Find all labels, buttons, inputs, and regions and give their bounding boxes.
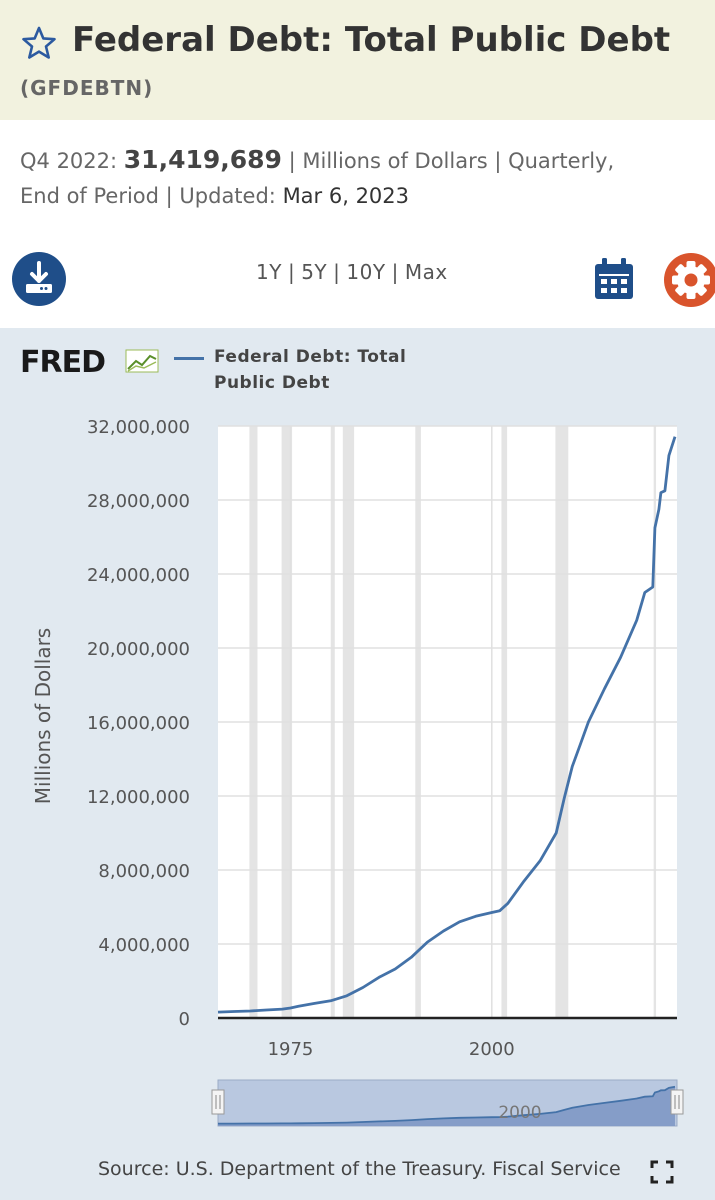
fullscreen-icon[interactable] — [650, 1160, 674, 1184]
period-label: Q4 2022: — [20, 149, 118, 173]
updated-date: Mar 6, 2023 — [282, 184, 410, 208]
source-note: Source: U.S. Department of the Treasury.… — [98, 1158, 621, 1180]
series-meta: Q4 2022: 31,419,689 | Millions of Dollar… — [20, 142, 700, 214]
download-icon[interactable] — [12, 252, 66, 306]
page-title: Federal Debt: Total Public Debt — [72, 20, 671, 60]
legend-line-2: Public Debt — [214, 373, 330, 393]
range-separator: | — [333, 260, 341, 284]
range-10y[interactable]: 10Y — [346, 260, 386, 284]
gear-icon[interactable] — [663, 252, 715, 308]
series-header: Federal Debt: Total Public Debt (GFDEBTN… — [0, 0, 715, 120]
chart-toolbar: 1Y | 5Y | 10Y | Max — [0, 240, 715, 320]
range-max[interactable]: Max — [404, 260, 448, 284]
range-1y[interactable]: 1Y — [256, 260, 282, 284]
range-separator: | — [391, 260, 399, 284]
chart-panel: FRED Federal Debt: Total Public Debt — [0, 328, 715, 1200]
series-id: (GFDEBTN) — [20, 76, 154, 100]
legend-line-1: Federal Debt: Total — [214, 347, 407, 367]
range-selector: 1Y | 5Y | 10Y | Max — [256, 260, 448, 284]
range-separator: | — [287, 260, 296, 284]
meta-frequency: End of Period | Updated: — [20, 184, 276, 208]
legend-swatch — [174, 357, 204, 360]
meta-units: | Millions of Dollars | Quarterly, — [288, 149, 615, 173]
legend-label: Federal Debt: Total Public Debt — [214, 344, 444, 396]
star-outline-icon[interactable] — [22, 26, 56, 60]
fred-logo-text: FRED — [20, 345, 105, 378]
calendar-icon[interactable] — [593, 257, 635, 301]
range-5y[interactable]: 5Y — [301, 260, 328, 284]
fred-logo: FRED — [20, 345, 159, 378]
latest-value: 31,419,689 — [123, 145, 282, 174]
